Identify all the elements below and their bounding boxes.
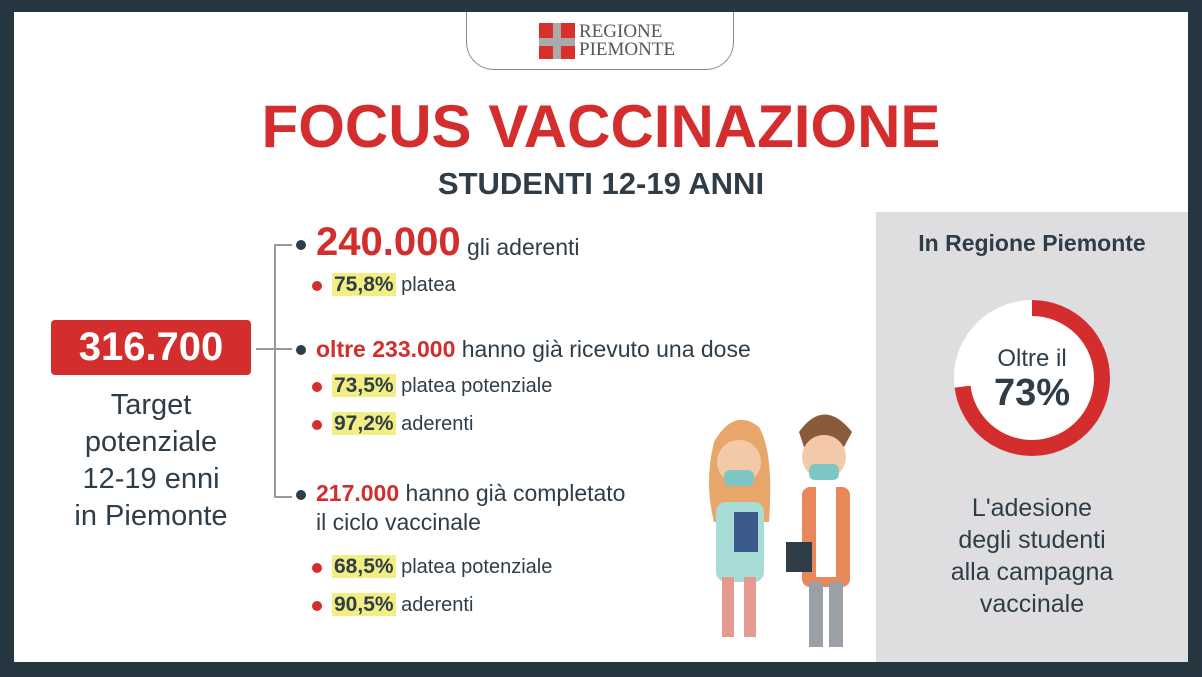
target-label-line: 12-19 enni bbox=[82, 463, 220, 495]
item-value: 240.000 bbox=[316, 220, 461, 264]
bullet-icon bbox=[312, 281, 322, 291]
stat-label: aderenti bbox=[401, 413, 474, 435]
stat-row: 97,2% aderenti bbox=[332, 412, 473, 436]
item-text: hanno già completato bbox=[405, 480, 626, 506]
stat-label: aderenti bbox=[401, 594, 474, 616]
students-illustration bbox=[709, 414, 852, 647]
bullet-icon bbox=[312, 563, 322, 573]
summary-panel: In Regione Piemonte Oltre il 73% L'adesi… bbox=[876, 212, 1188, 662]
stat-label: platea potenziale bbox=[401, 556, 553, 578]
target-label-line: in Piemonte bbox=[74, 500, 228, 532]
item-ciclo-completo: 217.000 hanno già completato bbox=[316, 480, 625, 507]
donut-value: 73% bbox=[993, 372, 1071, 414]
item-aderenti: 240.000 gli aderenti bbox=[316, 220, 580, 265]
logo-line1: REGIONE bbox=[579, 21, 663, 42]
infographic: REGIONE PIEMONTE FOCUS VACCINAZIONE STUDE… bbox=[14, 12, 1188, 662]
bullet-icon bbox=[296, 345, 306, 355]
stat-row: 75,8% platea bbox=[332, 273, 456, 297]
stat-pct: 97,2% bbox=[332, 412, 396, 435]
stat-row: 73,5% platea potenziale bbox=[332, 374, 552, 398]
stat-pct: 75,8% bbox=[332, 273, 396, 296]
target-label-line: Target bbox=[110, 389, 192, 421]
stat-pct: 90,5% bbox=[332, 593, 396, 616]
bullet-icon bbox=[296, 240, 306, 250]
logo-line2: PIEMONTE bbox=[579, 39, 676, 60]
stat-pct: 68,5% bbox=[332, 555, 396, 578]
page-subtitle: STUDENTI 12-19 ANNI bbox=[437, 166, 765, 201]
bullet-icon bbox=[312, 382, 322, 392]
page-title: FOCUS VACCINAZIONE bbox=[261, 93, 941, 160]
item-text: gli aderenti bbox=[466, 234, 580, 260]
logo: REGIONE PIEMONTE bbox=[466, 12, 734, 70]
item-value: oltre 233.000 bbox=[316, 336, 456, 362]
girl-figure bbox=[709, 419, 771, 637]
item-value: 217.000 bbox=[316, 480, 400, 506]
caption-line: degli studenti bbox=[958, 526, 1106, 554]
item-text-line2: il ciclo vaccinale bbox=[316, 509, 481, 535]
bracket-line bbox=[274, 244, 292, 498]
caption-line: L'adesione bbox=[971, 494, 1093, 522]
stat-pct: 73,5% bbox=[332, 374, 396, 397]
stat-label: platea bbox=[401, 274, 456, 296]
target-value: 316.700 bbox=[51, 320, 251, 375]
bullet-icon bbox=[296, 490, 306, 500]
stat-label: platea potenziale bbox=[401, 375, 553, 397]
stat-row: 68,5% platea potenziale bbox=[332, 555, 552, 579]
piemonte-flag-icon bbox=[539, 23, 575, 59]
panel-caption: L'adesione degli studenti alla campagna … bbox=[876, 492, 1188, 620]
caption-line: vaccinale bbox=[979, 590, 1085, 618]
target-label: Target potenziale 12-19 enni in Piemonte bbox=[51, 387, 251, 535]
boy-figure bbox=[786, 414, 852, 647]
item-text: hanno già ricevuto una dose bbox=[461, 336, 751, 362]
panel-title: In Regione Piemonte bbox=[918, 230, 1146, 256]
item-prima-dose: oltre 233.000 hanno già ricevuto una dos… bbox=[316, 336, 751, 363]
bullet-icon bbox=[312, 420, 322, 430]
donut-arc bbox=[954, 300, 1110, 456]
bullet-icon bbox=[312, 601, 322, 611]
stat-row: 90,5% aderenti bbox=[332, 593, 473, 617]
caption-line: alla campagna bbox=[950, 558, 1114, 586]
target-label-line: potenziale bbox=[84, 426, 218, 458]
donut-prefix: Oltre il bbox=[997, 345, 1067, 372]
adhesion-donut bbox=[954, 300, 1110, 456]
